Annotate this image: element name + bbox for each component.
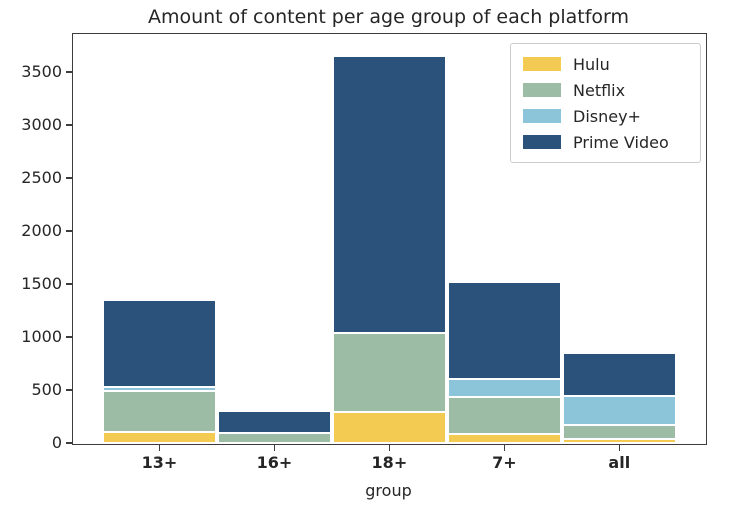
x-tick-mark [388,444,391,451]
x-tick-label-13+: 13+ [141,453,178,472]
y-tick-mark [66,230,72,232]
x-tick-mark [158,444,161,451]
legend-label: Hulu [573,54,610,74]
y-tick-label: 3000 [21,115,62,134]
y-tick-mark [66,124,72,126]
chart-title: Amount of content per age group of each … [147,6,630,28]
y-tick-mark [66,283,72,285]
bar-segment-disney--all [562,395,676,425]
legend-label: Disney+ [573,106,641,126]
legend-swatch-icon [523,83,561,97]
y-tick-label: 500 [31,380,62,399]
y-tick-label: 3500 [21,62,62,81]
y-tick-mark [66,71,72,73]
y-tick-label: 1500 [21,274,62,293]
bar-segment-netflix-all [562,424,676,439]
legend-item-disney-: Disney+ [523,103,700,129]
bar-segment-netflix-16+ [217,433,331,443]
bar-segment-hulu-all [562,438,676,443]
legend-swatch-icon [523,109,561,123]
y-tick-label: 2000 [21,221,62,240]
legend-swatch-icon [523,135,561,149]
legend: Hulu Netflix Disney+ Prime Video [510,43,701,163]
bar-segment-hulu-18+ [332,412,446,443]
y-tick-mark [66,336,72,338]
y-tick-label: 2500 [21,168,62,187]
legend-item-hulu: Hulu [523,51,700,77]
bar-segment-netflix-18+ [332,333,446,413]
y-tick-label: 0 [51,433,62,452]
x-tick-label-18+: 18+ [371,453,408,472]
x-tick-label-7+: 7+ [492,453,517,472]
x-tick-mark [618,444,621,451]
x-axis-label: group [365,481,412,500]
bar-segment-hulu-7+ [447,433,561,443]
legend-item-netflix: Netflix [523,77,700,103]
y-tick-label: 1000 [21,327,62,346]
y-tick-mark [66,177,72,179]
bar-segment-netflix-13+ [102,391,216,432]
x-tick-label-all: all [608,453,631,472]
x-tick-mark [273,444,276,451]
x-tick-mark [503,444,506,451]
x-tick-label-16+: 16+ [256,453,293,472]
legend-swatch-icon [523,57,561,71]
bar-segment-prime-video-13+ [102,300,216,387]
y-tick-mark [66,389,72,391]
bar-segment-prime-video-16+ [217,410,331,434]
bar-segment-prime-video-18+ [332,56,446,334]
legend-label: Netflix [573,80,626,100]
legend-label: Prime Video [573,132,669,152]
legend-item-prime-video: Prime Video [523,129,700,155]
bar-segment-prime-video-7+ [447,281,561,380]
bar-segment-disney--7+ [447,379,561,398]
bar-segment-hulu-13+ [102,431,216,443]
bar-segment-prime-video-all [562,353,676,396]
bar-segment-disney--13+ [102,386,216,392]
y-tick-mark [66,442,72,444]
bar-segment-netflix-7+ [447,397,561,434]
